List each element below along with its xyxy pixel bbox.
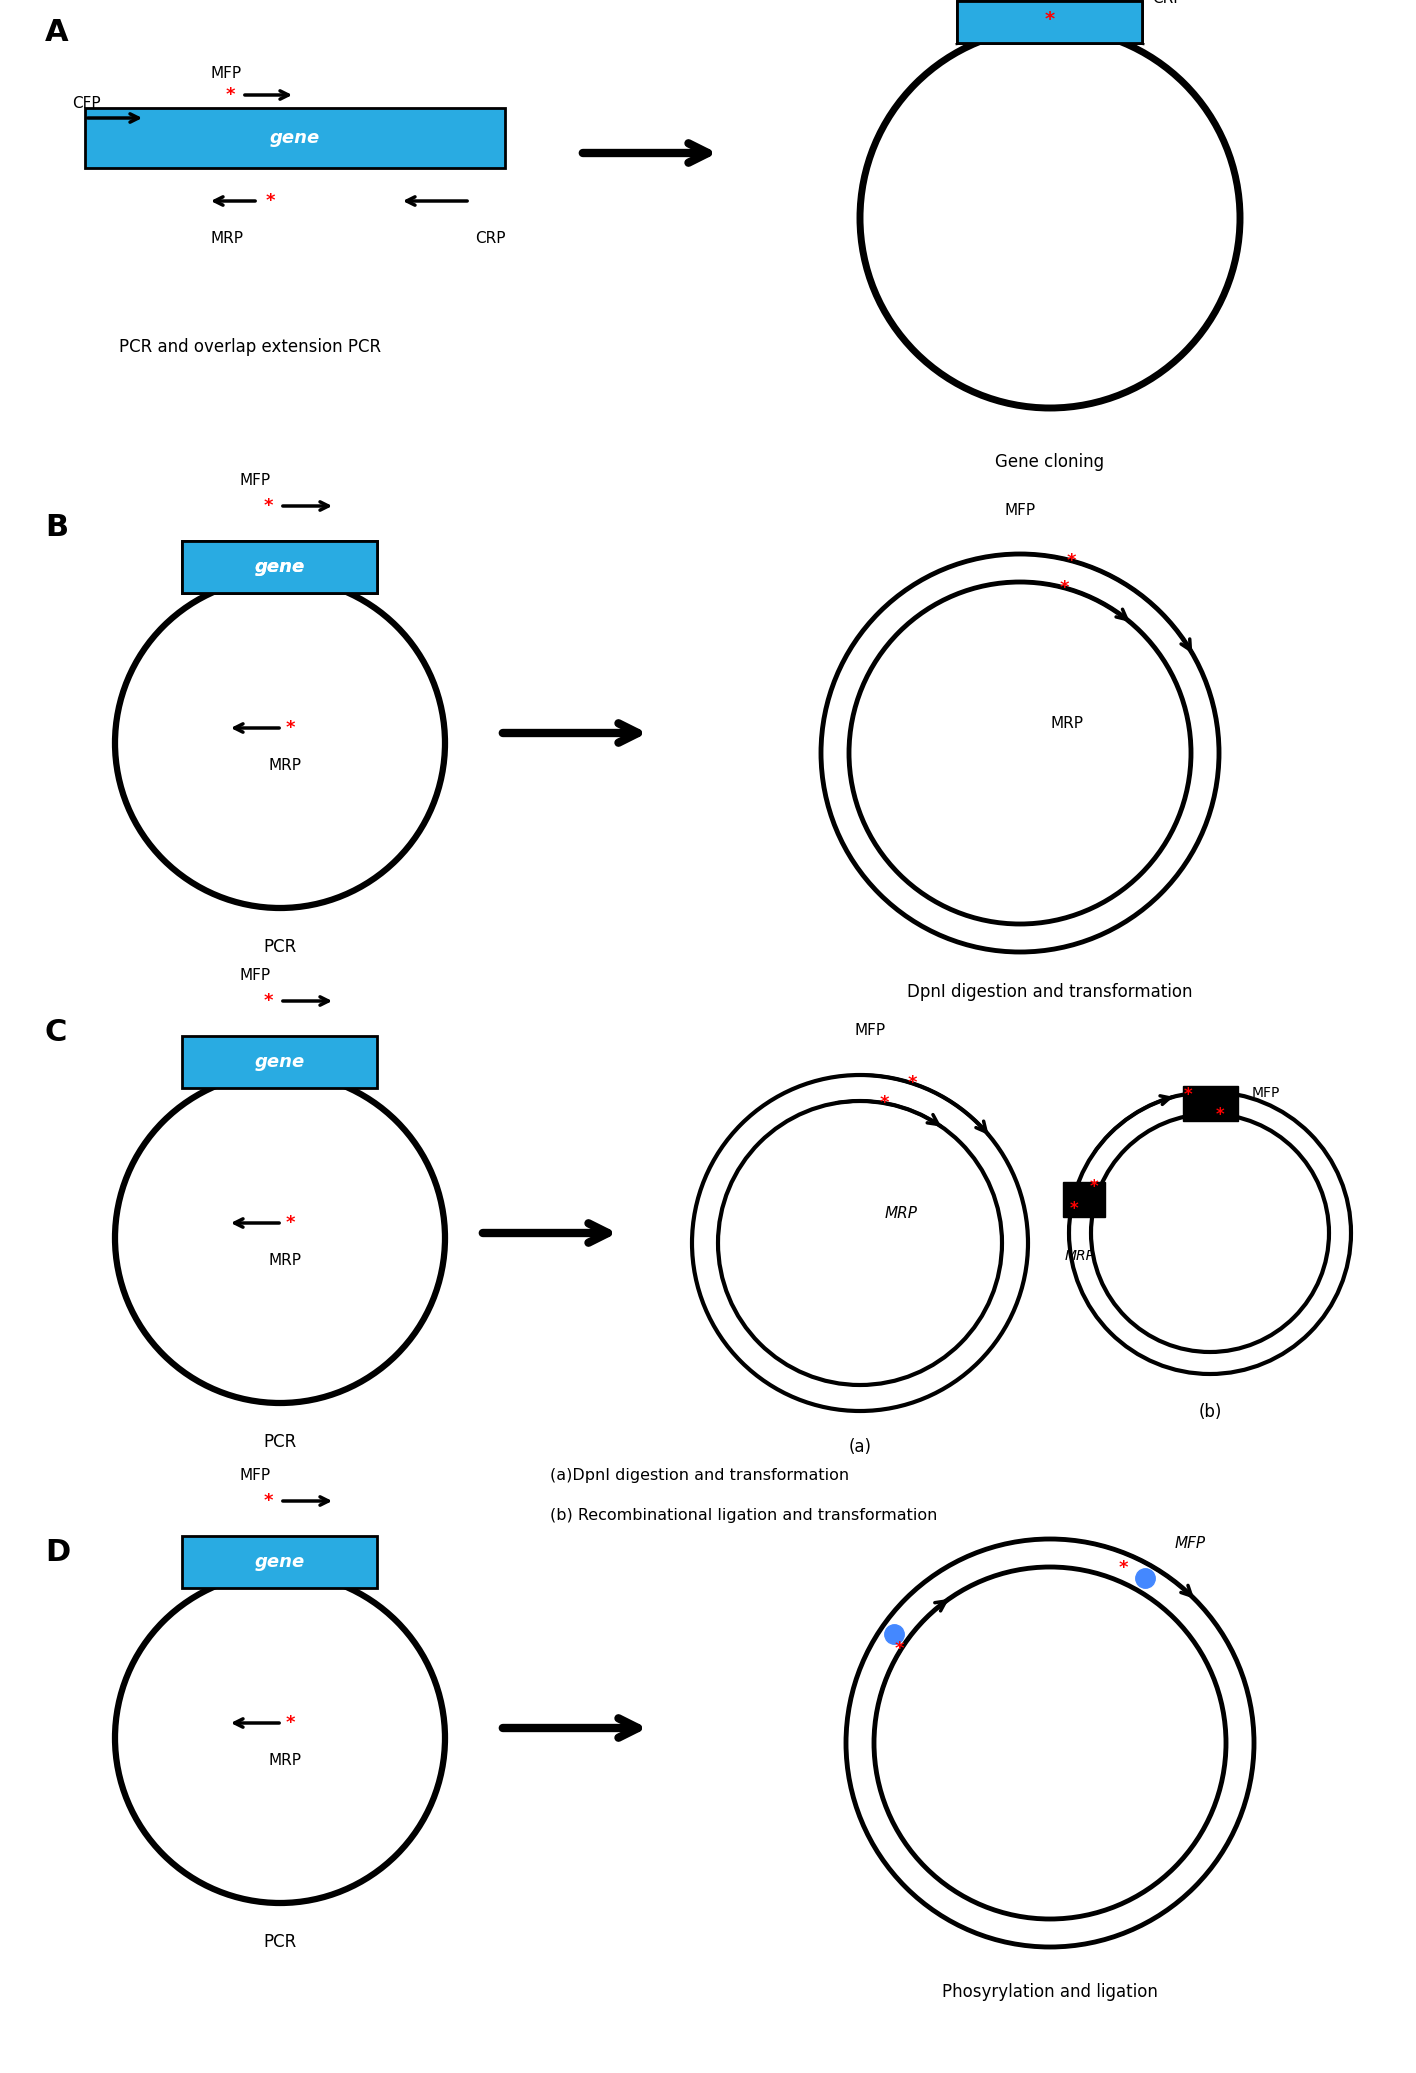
Text: *: * [1184,1086,1192,1105]
Text: gene: gene [255,558,304,576]
Bar [1063,1182,1106,1217]
Text: CFP: CFP [72,95,101,112]
Text: *: * [1119,1559,1127,1578]
Text: C: C [45,1018,68,1047]
Text: *: * [1090,1177,1099,1196]
Text: (b) Recombinational ligation and transformation: (b) Recombinational ligation and transfo… [549,1507,937,1524]
Text: *: * [1045,10,1055,29]
Text: MFP: MFP [1175,1536,1206,1551]
Text: PCR and overlap extension PCR: PCR and overlap extension PCR [119,338,381,357]
Text: *: * [285,1714,295,1733]
Text: CRP: CRP [474,230,506,247]
Text: PCR: PCR [263,937,296,956]
Text: MRP: MRP [1051,715,1083,730]
Text: *: * [285,719,295,738]
Text: gene: gene [255,558,304,576]
Bar [957,0,1143,44]
Bar [183,537,378,593]
Text: (a): (a) [848,1439,871,1455]
Text: A: A [45,19,68,48]
Text: MFP: MFP [854,1022,885,1039]
Text: *: * [225,85,235,104]
Text: MRP: MRP [269,1252,302,1269]
Bar [183,541,378,593]
Text: *: * [265,193,275,209]
Text: *: * [263,993,273,1010]
Text: *: * [263,498,273,514]
Text: PCR: PCR [263,1432,296,1451]
Text: gene: gene [255,1553,304,1571]
Text: MFP: MFP [210,66,241,81]
Text: *: * [263,1493,273,1509]
Text: MFP: MFP [239,473,270,487]
Text: *: * [1066,551,1076,570]
Bar [183,541,378,593]
Text: gene: gene [270,129,320,147]
Text: *: * [895,1640,903,1658]
Text: DpnI digestion and transformation: DpnI digestion and transformation [908,983,1192,1001]
Text: CRP: CRP [1153,0,1182,6]
Bar [85,108,506,168]
Text: MFP: MFP [239,1468,270,1482]
Text: *: * [879,1095,889,1111]
Text: MRP: MRP [885,1206,918,1221]
Text: Phosyrylation and ligation: Phosyrylation and ligation [942,1984,1158,2000]
Text: D: D [45,1538,71,1567]
Text: MRP: MRP [1065,1250,1095,1262]
Bar [1182,1086,1238,1121]
Text: MFP: MFP [239,968,270,983]
Bar [183,1532,378,1588]
Text: (a)DpnI digestion and transformation: (a)DpnI digestion and transformation [549,1468,850,1482]
Text: *: * [285,1215,295,1231]
Bar [183,1036,378,1088]
Text: MFP: MFP [1004,504,1035,518]
Bar [957,0,1143,44]
Bar [953,0,1147,44]
Text: MFP: MFP [1252,1086,1280,1101]
Text: *: * [1059,578,1069,597]
Bar [183,1030,378,1088]
Bar [183,1536,378,1588]
Text: PCR: PCR [263,1932,296,1951]
Text: *: * [1216,1107,1225,1124]
Text: Gene cloning: Gene cloning [995,454,1104,471]
Text: MRP: MRP [269,1754,302,1768]
Text: MRP: MRP [210,230,244,247]
Text: *: * [1070,1200,1079,1219]
Text: (b): (b) [1198,1403,1222,1420]
Text: B: B [45,512,68,541]
Text: MRP: MRP [269,759,302,773]
Text: *: * [908,1074,916,1092]
Text: gene: gene [255,1053,304,1072]
